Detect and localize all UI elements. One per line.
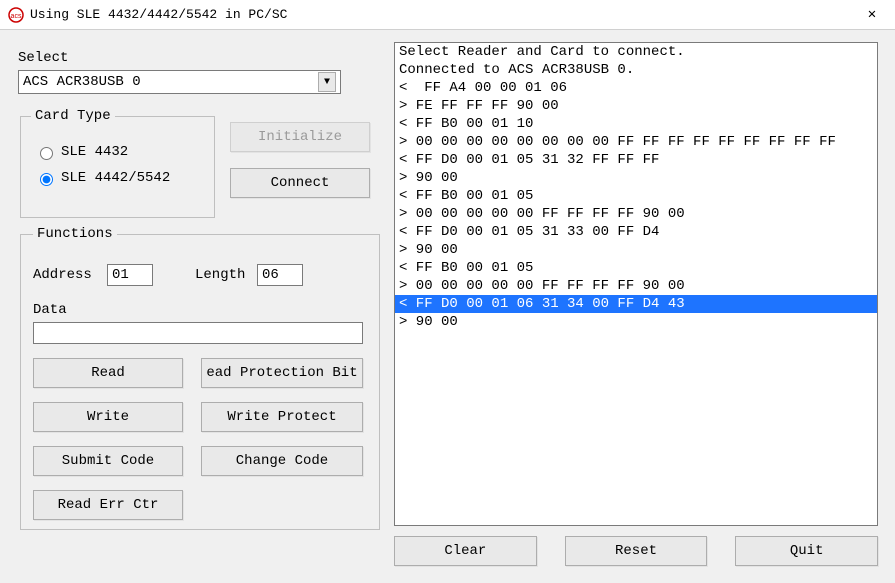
log-line[interactable]: > FE FF FF FF 90 00 [395,97,877,115]
length-label: Length [195,267,251,283]
initialize-button[interactable]: Initialize [230,122,370,152]
radio-sle4442-label: SLE 4442/5542 [61,170,170,186]
log-line[interactable]: Connected to ACS ACR38USB 0. [395,61,877,79]
clear-button-label: Clear [444,543,486,559]
reset-button-label: Reset [615,543,657,559]
connect-button[interactable]: Connect [230,168,370,198]
chevron-down-icon[interactable]: ▼ [318,72,336,92]
read-button[interactable]: Read [33,358,183,388]
window-title: Using SLE 4432/4442/5542 in PC/SC [30,7,849,22]
svg-text:acs: acs [11,13,22,20]
write-button-label: Write [87,409,129,425]
read-button-label: Read [91,365,125,381]
log-line[interactable]: > 00 00 00 00 00 FF FF FF FF 90 00 [395,277,877,295]
radio-sle4442-input[interactable] [40,173,53,186]
reader-combobox[interactable]: ACS ACR38USB 0 ▼ [18,70,341,94]
client-area: Select ACS ACR38USB 0 ▼ Card Type SLE 44… [0,30,895,583]
log-line[interactable]: > 00 00 00 00 00 FF FF FF FF 90 00 [395,205,877,223]
data-input[interactable] [33,322,363,344]
address-label: Address [33,267,101,283]
submit-code-label: Submit Code [62,453,154,469]
connect-button-label: Connect [271,175,330,191]
clear-button[interactable]: Clear [394,536,537,566]
address-input[interactable] [107,264,153,286]
write-protect-label: Write Protect [227,409,336,425]
radio-sle4432-label: SLE 4432 [61,144,128,160]
read-err-ctr-button[interactable]: Read Err Ctr [33,490,183,520]
reader-combobox-value: ACS ACR38USB 0 [23,74,141,90]
reset-button[interactable]: Reset [565,536,708,566]
change-code-button[interactable]: Change Code [201,446,363,476]
card-type-group: Card Type SLE 4432 SLE 4442/5542 [20,108,215,218]
change-code-label: Change Code [236,453,328,469]
write-protect-button[interactable]: Write Protect [201,402,363,432]
title-bar: acs Using SLE 4432/4442/5542 in PC/SC ✕ [0,0,895,30]
close-button[interactable]: ✕ [849,0,895,30]
log-line[interactable]: < FF D0 00 01 05 31 33 00 FF D4 [395,223,877,241]
radio-sle4432[interactable]: SLE 4432 [35,144,200,160]
left-column: Select ACS ACR38USB 0 ▼ [18,50,380,94]
quit-button-label: Quit [790,543,824,559]
functions-group: Functions Address Length Data Read ead P… [20,226,380,530]
log-line[interactable]: < FF D0 00 01 06 31 34 00 FF D4 43 [395,295,877,313]
log-line[interactable]: > 90 00 [395,313,877,331]
submit-code-button[interactable]: Submit Code [33,446,183,476]
radio-sle4432-input[interactable] [40,147,53,160]
card-type-legend: Card Type [31,108,115,124]
data-label: Data [33,302,367,318]
log-line[interactable]: > 90 00 [395,241,877,259]
log-line[interactable]: > 90 00 [395,169,877,187]
select-label: Select [18,50,380,66]
log-line[interactable]: < FF A4 00 00 01 06 [395,79,877,97]
log-listbox[interactable]: Select Reader and Card to connect.Connec… [394,42,878,526]
log-line[interactable]: > 00 00 00 00 00 00 00 00 FF FF FF FF FF… [395,133,877,151]
log-line[interactable]: < FF B0 00 01 10 [395,115,877,133]
quit-button[interactable]: Quit [735,536,878,566]
initialize-button-label: Initialize [258,129,342,145]
log-line[interactable]: Select Reader and Card to connect. [395,43,877,61]
log-line[interactable]: < FF B0 00 01 05 [395,187,877,205]
log-line[interactable]: < FF D0 00 01 05 31 32 FF FF FF [395,151,877,169]
read-protection-bit-button[interactable]: ead Protection Bit [201,358,363,388]
length-input[interactable] [257,264,303,286]
close-icon: ✕ [868,6,876,23]
functions-legend: Functions [33,226,117,242]
read-err-ctr-label: Read Err Ctr [58,497,159,513]
read-protection-bit-label: ead Protection Bit [206,365,357,381]
log-line[interactable]: < FF B0 00 01 05 [395,259,877,277]
radio-sle4442[interactable]: SLE 4442/5542 [35,170,200,186]
app-icon: acs [8,7,24,23]
write-button[interactable]: Write [33,402,183,432]
